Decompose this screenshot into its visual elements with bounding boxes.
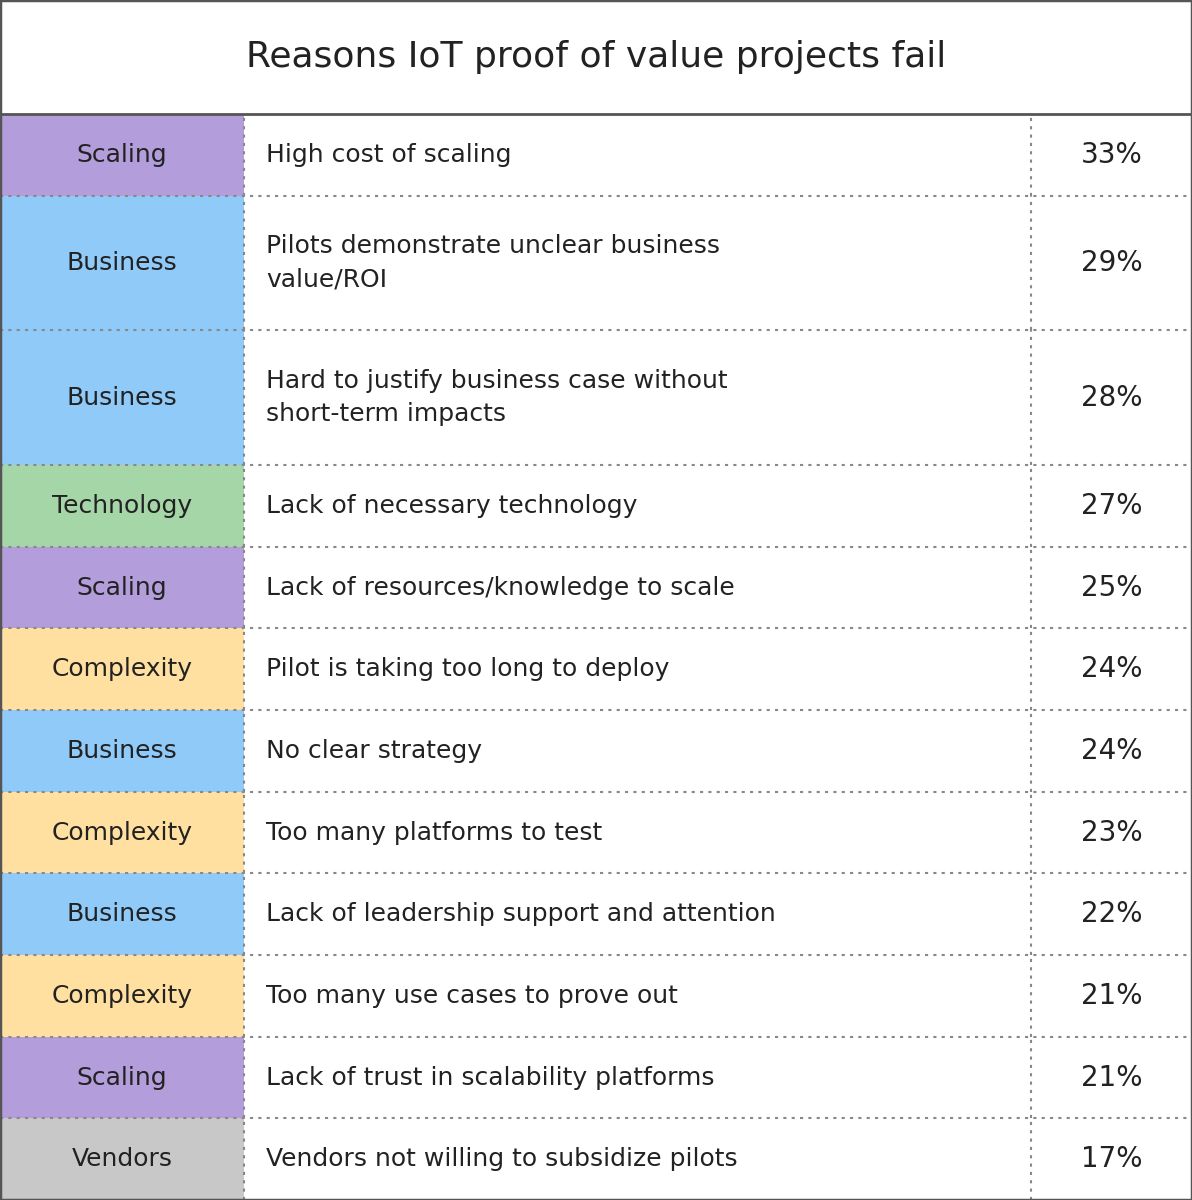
Text: Business: Business bbox=[67, 902, 178, 926]
Bar bbox=[1031, 547, 1192, 629]
Bar bbox=[1031, 629, 1192, 710]
Bar bbox=[244, 629, 1031, 710]
Text: Hard to justify business case without
short-term impacts: Hard to justify business case without sh… bbox=[266, 368, 727, 426]
Text: 17%: 17% bbox=[1081, 1145, 1142, 1174]
Bar bbox=[0, 629, 244, 710]
Bar bbox=[0, 874, 244, 955]
Text: 22%: 22% bbox=[1081, 900, 1142, 929]
Bar bbox=[0, 114, 244, 196]
Text: Vendors not willing to subsidize pilots: Vendors not willing to subsidize pilots bbox=[266, 1147, 738, 1171]
Text: Scaling: Scaling bbox=[76, 576, 168, 600]
Text: Lack of necessary technology: Lack of necessary technology bbox=[266, 494, 638, 518]
Text: 24%: 24% bbox=[1081, 737, 1142, 764]
Bar bbox=[0, 1118, 244, 1200]
Text: Business: Business bbox=[67, 251, 178, 275]
Bar bbox=[0, 1037, 244, 1118]
Bar bbox=[0, 547, 244, 629]
Text: Reasons IoT proof of value projects fail: Reasons IoT proof of value projects fail bbox=[246, 40, 946, 74]
Text: Complexity: Complexity bbox=[51, 984, 193, 1008]
Text: Pilots demonstrate unclear business
value/ROI: Pilots demonstrate unclear business valu… bbox=[266, 234, 720, 292]
Bar bbox=[0, 196, 244, 330]
Text: 29%: 29% bbox=[1081, 250, 1142, 277]
Bar bbox=[1031, 330, 1192, 466]
Text: 21%: 21% bbox=[1081, 1063, 1142, 1092]
Bar bbox=[1031, 1037, 1192, 1118]
Bar bbox=[1031, 114, 1192, 196]
Bar bbox=[244, 330, 1031, 466]
Bar bbox=[1031, 710, 1192, 792]
Text: 28%: 28% bbox=[1081, 384, 1142, 412]
Bar bbox=[244, 874, 1031, 955]
Bar bbox=[1031, 196, 1192, 330]
Bar bbox=[1031, 1118, 1192, 1200]
Text: 25%: 25% bbox=[1081, 574, 1142, 601]
Text: Complexity: Complexity bbox=[51, 821, 193, 845]
Text: Complexity: Complexity bbox=[51, 658, 193, 682]
Bar bbox=[244, 1037, 1031, 1118]
Text: 23%: 23% bbox=[1081, 818, 1142, 846]
Bar bbox=[0, 710, 244, 792]
Text: Scaling: Scaling bbox=[76, 1066, 168, 1090]
Bar bbox=[244, 710, 1031, 792]
Bar bbox=[244, 466, 1031, 547]
Bar bbox=[244, 114, 1031, 196]
Text: Too many use cases to prove out: Too many use cases to prove out bbox=[266, 984, 678, 1008]
Text: Lack of leadership support and attention: Lack of leadership support and attention bbox=[266, 902, 776, 926]
Bar bbox=[244, 196, 1031, 330]
Text: Lack of trust in scalability platforms: Lack of trust in scalability platforms bbox=[266, 1066, 714, 1090]
Text: Vendors: Vendors bbox=[72, 1147, 173, 1171]
Text: Lack of resources/knowledge to scale: Lack of resources/knowledge to scale bbox=[266, 576, 734, 600]
Text: 21%: 21% bbox=[1081, 982, 1142, 1010]
Text: 33%: 33% bbox=[1081, 140, 1142, 169]
Bar bbox=[244, 792, 1031, 874]
Bar bbox=[0, 466, 244, 547]
Text: No clear strategy: No clear strategy bbox=[266, 739, 482, 763]
Text: Technology: Technology bbox=[52, 494, 192, 518]
Text: Pilot is taking too long to deploy: Pilot is taking too long to deploy bbox=[266, 658, 669, 682]
Bar bbox=[1031, 466, 1192, 547]
Text: Business: Business bbox=[67, 385, 178, 409]
Bar bbox=[0, 955, 244, 1037]
Text: High cost of scaling: High cost of scaling bbox=[266, 143, 511, 167]
Bar bbox=[1031, 874, 1192, 955]
Bar bbox=[1031, 955, 1192, 1037]
Bar bbox=[0, 0, 1192, 114]
Text: 27%: 27% bbox=[1081, 492, 1142, 520]
Bar bbox=[1031, 792, 1192, 874]
Text: Too many platforms to test: Too many platforms to test bbox=[266, 821, 602, 845]
Bar bbox=[244, 955, 1031, 1037]
Bar bbox=[244, 547, 1031, 629]
Text: Business: Business bbox=[67, 739, 178, 763]
Text: 24%: 24% bbox=[1081, 655, 1142, 683]
Bar bbox=[244, 1118, 1031, 1200]
Text: Scaling: Scaling bbox=[76, 143, 168, 167]
Bar bbox=[0, 330, 244, 466]
Bar bbox=[0, 792, 244, 874]
